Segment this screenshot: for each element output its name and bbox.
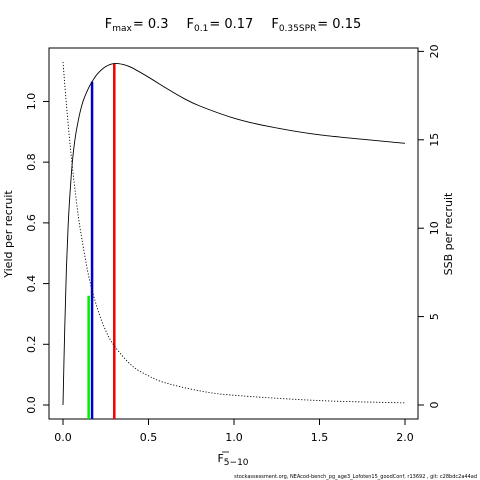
y-tick-label-right: 0 xyxy=(428,402,441,409)
y-tick-label-right: 10 xyxy=(428,221,441,235)
x-tick-label: 0.5 xyxy=(140,431,158,444)
x-axis-title-sub: 5−10 xyxy=(224,458,249,468)
y-tick-label-right: 15 xyxy=(428,133,441,147)
title-fmax-sub: max xyxy=(112,24,132,34)
title-f035-sub: 0.35SPR xyxy=(279,24,316,34)
y-axis-left-title: Yield per recruit xyxy=(2,190,15,279)
footnote: stockassessment.org, NEAcod-bench_pg_age… xyxy=(234,474,477,480)
x-tick-label: 2.0 xyxy=(396,431,414,444)
title-f01-symbol: F xyxy=(187,17,194,32)
x-tick-label: 1.5 xyxy=(311,431,329,444)
y-tick-label-right: 20 xyxy=(428,44,441,58)
title-f035-value: = 0.15 xyxy=(317,17,361,32)
y-tick-label-left: 0.2 xyxy=(25,336,38,354)
y-axis-left: 0.0 0.2 0.4 0.6 0.8 1.0 xyxy=(25,93,50,414)
chart-title: Fmax= 0.3 F0.1= 0.17 F0.35SPR= 0.15 xyxy=(105,17,362,34)
y-tick-label-right: 5 xyxy=(428,313,441,320)
reference-lines xyxy=(87,63,116,419)
y-tick-label-left: 0.0 xyxy=(25,396,38,414)
y-tick-label-left: 0.8 xyxy=(25,153,38,171)
y-tick-label-left: 0.6 xyxy=(25,214,38,232)
title-f01-value: = 0.17 xyxy=(209,17,253,32)
x-tick-label: 1.0 xyxy=(225,431,243,444)
y-axis-right: 0 5 10 15 20 xyxy=(417,44,441,409)
y-tick-label-left: 0.4 xyxy=(25,275,38,293)
x-axis: 0.0 0.5 1.0 1.5 2.0 xyxy=(54,418,414,444)
title-f035-symbol: F xyxy=(271,17,278,32)
yield-per-recruit-line xyxy=(62,62,406,406)
x-axis-title: F5−10 xyxy=(217,452,248,468)
series-group xyxy=(62,61,406,406)
title-f01-sub: 0.1 xyxy=(194,24,208,34)
x-axis-title-symbol: F xyxy=(217,452,223,465)
ssb-per-recruit-line xyxy=(62,61,406,404)
y-axis-right-title: SSB per recruit xyxy=(442,192,455,275)
title-fmax-symbol: F xyxy=(105,17,112,32)
y-tick-label-left: 1.0 xyxy=(25,93,38,111)
x-tick-label: 0.0 xyxy=(54,431,72,444)
title-fmax-value: = 0.3 xyxy=(133,17,169,32)
plot-frame xyxy=(48,47,419,420)
